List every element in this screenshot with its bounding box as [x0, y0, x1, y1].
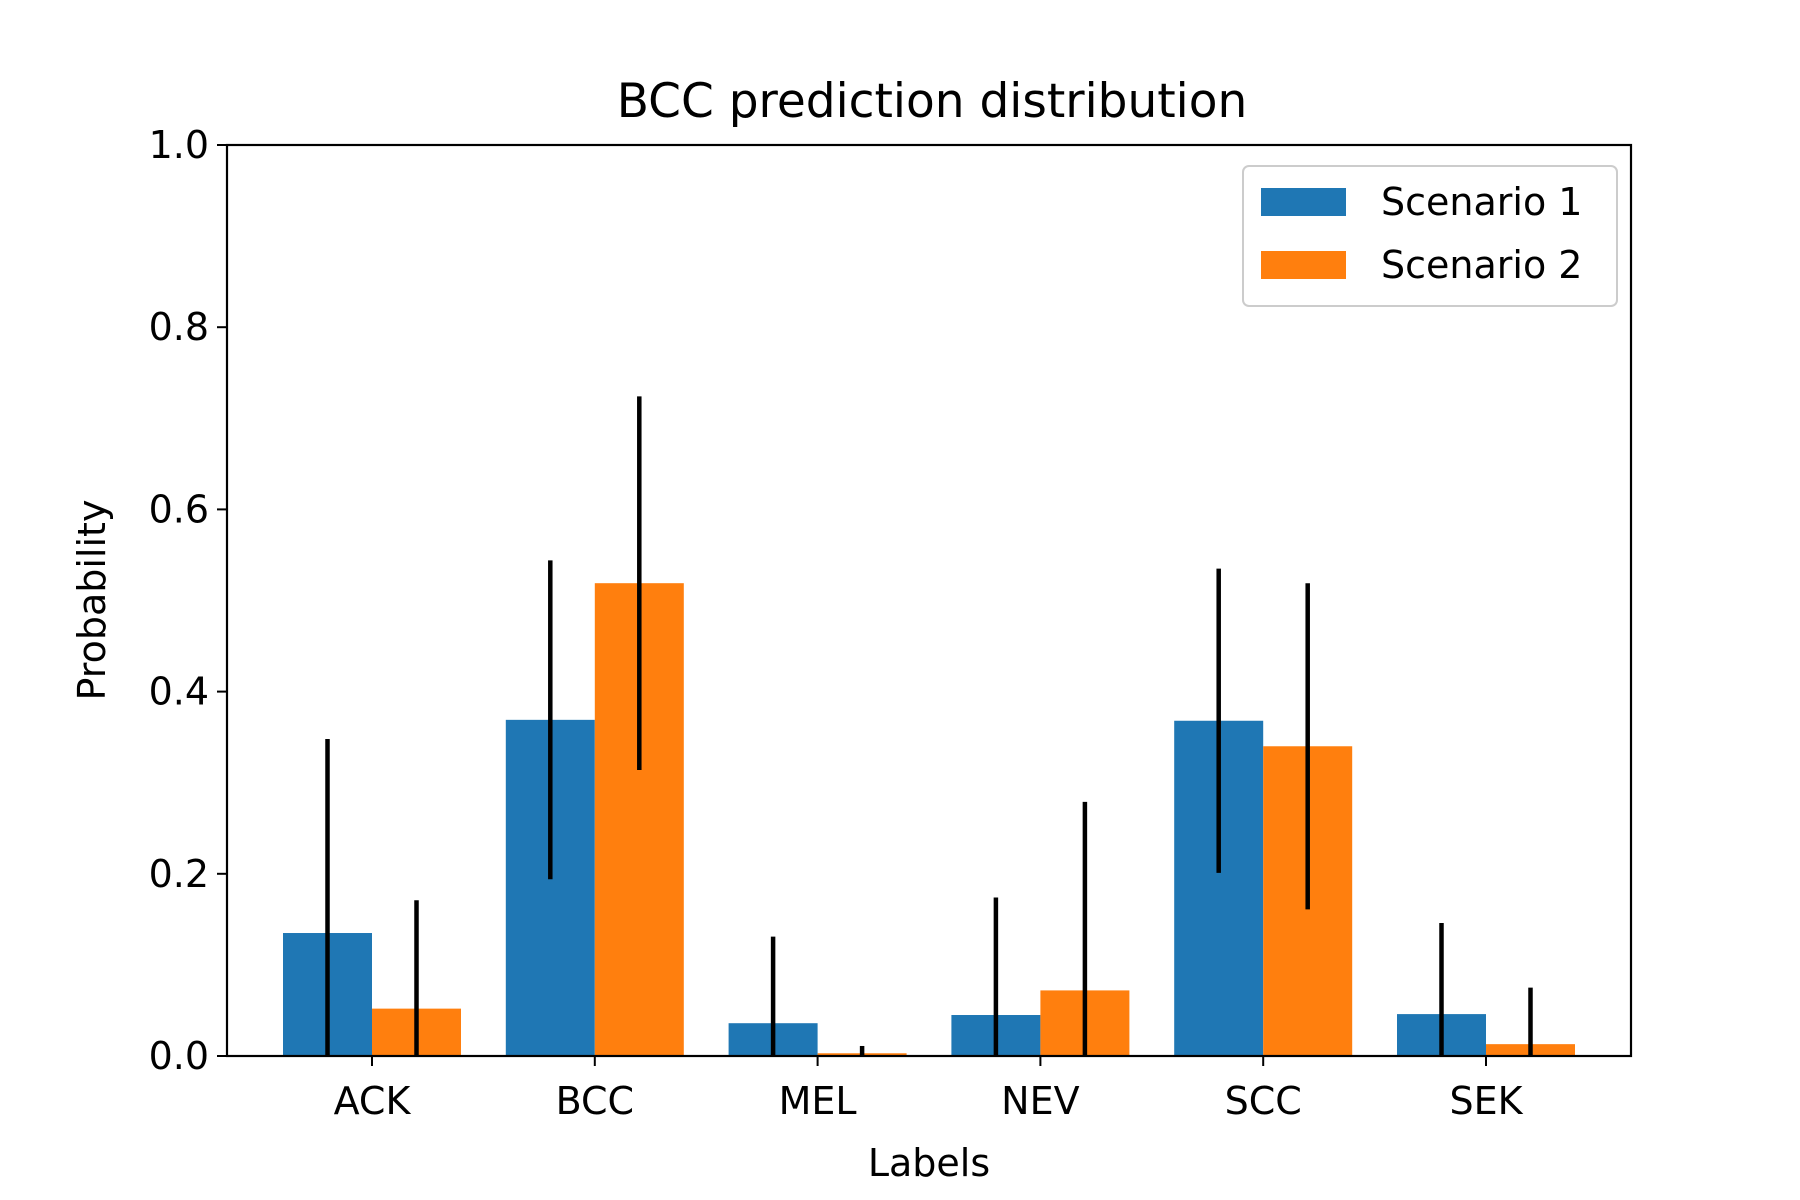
legend-swatch-series-2 — [1261, 251, 1346, 279]
x-tick-label-nev: NEV — [1001, 1079, 1079, 1123]
x-tick-label-sek: SEK — [1449, 1079, 1523, 1123]
y-tick-label: 0.0 — [149, 1034, 209, 1078]
x-tick-label-mel: MEL — [779, 1079, 857, 1123]
errorbars-group — [325, 396, 1533, 1056]
legend: Scenario 1 Scenario 2 — [1242, 165, 1618, 307]
legend-label-series-2: Scenario 2 — [1381, 243, 1582, 287]
plot-frame — [225, 143, 1633, 1058]
x-tick-label-ack: ACK — [334, 1079, 412, 1123]
y-tick-label: 0.2 — [149, 852, 209, 896]
y-axis-title: Probability — [70, 500, 114, 701]
x-axis: ACK BCC MEL NEV SCC SEK — [334, 1056, 1524, 1123]
bars-group — [283, 583, 1575, 1056]
x-tick-label-bcc: BCC — [556, 1079, 634, 1123]
y-tick-label: 0.6 — [149, 487, 209, 531]
x-axis-title: Labels — [868, 1141, 990, 1185]
y-tick-label: 1.0 — [149, 123, 209, 167]
y-axis: 0.0 0.2 0.4 0.6 0.8 1.0 — [149, 123, 227, 1078]
legend-swatch-series-1 — [1261, 188, 1346, 216]
y-tick-label: 0.4 — [149, 670, 209, 714]
legend-label-series-1: Scenario 1 — [1381, 180, 1582, 224]
y-tick-label: 0.8 — [149, 305, 209, 349]
x-tick-label-scc: SCC — [1225, 1079, 1302, 1123]
chart-title: BCC prediction distribution — [617, 74, 1248, 129]
